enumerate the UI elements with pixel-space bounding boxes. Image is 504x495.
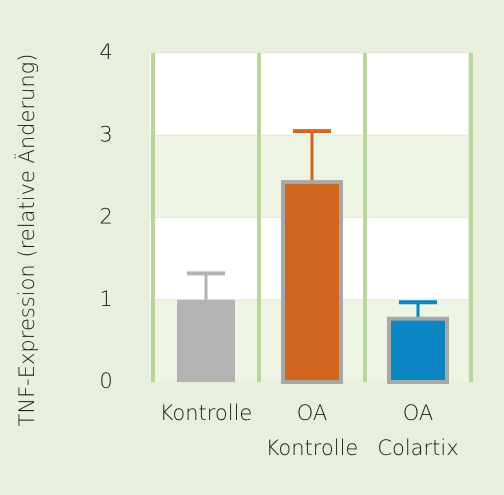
x-tick-label: OA	[297, 401, 328, 425]
x-tick-label: Kontrolle	[160, 401, 253, 425]
grid-band	[150, 53, 468, 136]
bar	[281, 180, 343, 384]
x-tick-label: OA	[403, 401, 434, 425]
x-tick-label: Kontrolle	[266, 436, 359, 460]
bar	[177, 299, 235, 382]
y-tick-label: 1	[99, 287, 112, 311]
y-tick-label: 2	[99, 205, 112, 229]
y-tick-label: 0	[99, 369, 112, 393]
y-axis-label: TNF-Expression (relative Änderung)	[13, 54, 39, 427]
x-tick-label: Colartix	[377, 436, 458, 460]
y-tick-label: 4	[99, 40, 112, 64]
y-tick-label: 3	[99, 122, 112, 146]
bar	[387, 316, 449, 385]
